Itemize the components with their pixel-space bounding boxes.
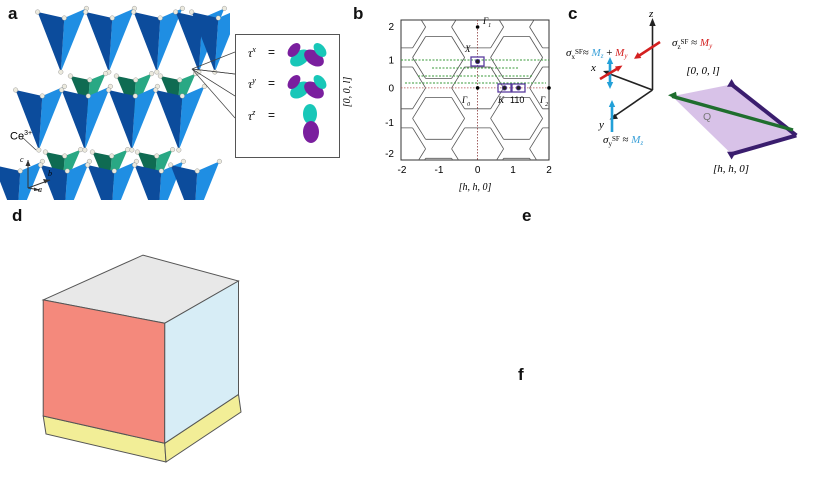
svg-text:Q: Q bbox=[703, 111, 711, 123]
svg-text:[h, h, 0]: [h, h, 0] bbox=[713, 163, 749, 175]
svg-text:2: 2 bbox=[388, 22, 394, 33]
svg-text:σzSF ≈ My: σzSF ≈ My bbox=[672, 37, 713, 51]
svg-text:σxSF≈ Mz + My: σxSF≈ Mz + My bbox=[566, 47, 628, 61]
svg-text:-2: -2 bbox=[385, 149, 394, 160]
svg-text:1: 1 bbox=[510, 165, 516, 176]
svg-text:b: b bbox=[48, 169, 52, 178]
svg-text:0: 0 bbox=[388, 84, 394, 95]
svg-text:[0, 0, l]: [0, 0, l] bbox=[342, 77, 353, 108]
svg-text:1: 1 bbox=[388, 56, 394, 67]
svg-text:c: c bbox=[20, 155, 24, 164]
svg-text:z: z bbox=[648, 8, 654, 20]
svg-text:-2: -2 bbox=[398, 165, 407, 176]
svg-text:K: K bbox=[497, 95, 505, 105]
svg-text:y: y bbox=[598, 119, 604, 131]
svg-text:[0, 0, l]: [0, 0, l] bbox=[686, 65, 720, 77]
svg-text:110: 110 bbox=[510, 95, 524, 105]
svg-text:a: a bbox=[38, 185, 42, 194]
svg-text:2: 2 bbox=[546, 165, 552, 176]
svg-text:-1: -1 bbox=[435, 165, 444, 176]
svg-text:X: X bbox=[464, 44, 471, 54]
svg-text:0: 0 bbox=[475, 165, 481, 176]
svg-text:x: x bbox=[590, 62, 596, 74]
svg-text:-1: -1 bbox=[385, 118, 394, 129]
svg-text:[h, h, 0]: [h, h, 0] bbox=[459, 182, 492, 193]
svg-text:σySF ≈ Mz: σySF ≈ Mz bbox=[603, 134, 643, 148]
